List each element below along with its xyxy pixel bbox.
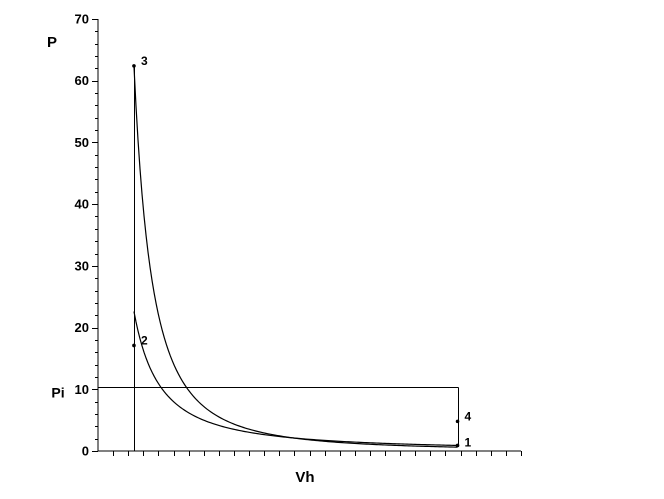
expansion-curve [133, 65, 458, 448]
axis-ticks [92, 19, 522, 456]
y-tick-label: 60 [75, 73, 89, 88]
y-tick-label: 50 [75, 135, 89, 150]
axes [97, 19, 521, 452]
y-axis-title: P [47, 34, 57, 51]
y-tick-label: 70 [75, 12, 89, 27]
y-tick-label: 20 [75, 320, 89, 335]
point-label-1: 1 [465, 435, 472, 449]
y-tick-label: 10 [75, 382, 89, 397]
point-marker-2 [132, 343, 136, 348]
point-marker-3 [132, 64, 136, 68]
point-label-3: 3 [141, 54, 148, 68]
cycle-lines [98, 65, 459, 451]
point-marker-1 [455, 443, 460, 448]
point-label-4: 4 [465, 409, 472, 423]
y-tick-label: 40 [75, 197, 89, 212]
compression-curve [133, 311, 458, 447]
axis-tick-labels: 0 10 20 30 40 50 60 70 [75, 12, 89, 459]
point-marker-4 [455, 419, 460, 424]
mean-pressure-label: Pi [51, 385, 64, 401]
cycle-points: 1 2 3 4 [132, 54, 472, 449]
x-axis-title: Vh [295, 469, 314, 486]
y-tick-label: 0 [82, 444, 89, 459]
point-label-2: 2 [141, 333, 148, 347]
y-tick-label: 30 [75, 258, 89, 273]
